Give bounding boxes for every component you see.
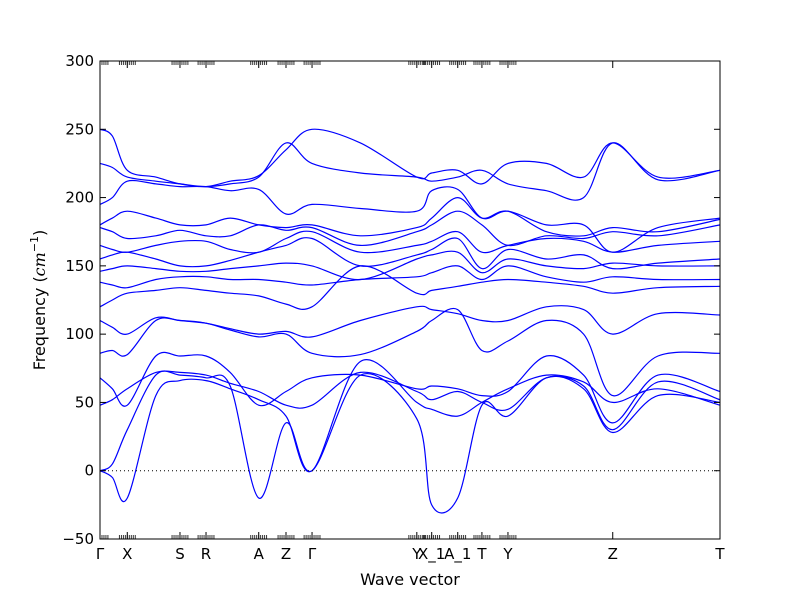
y-axis-title-prefix: Frequency ( [30,276,49,370]
x-tick-label: A_1 [444,545,471,564]
x-tick-label: R [201,545,211,563]
y-tick-label: −50 [62,530,94,548]
y-axis-title-exponent: −1 [28,236,41,252]
band-line-9 [99,250,721,281]
x-tick-label: A [254,545,265,563]
x-tick-label: S [175,545,185,563]
y-tick-label: 100 [65,325,94,343]
x-tick-label: Y [502,545,513,563]
band-lines [99,128,721,514]
band-line-11 [99,230,721,254]
band-line-12 [99,210,721,247]
x-tick-label: T [476,545,487,563]
y-tick-label: 300 [65,52,94,70]
x-tick-label: Γ [308,545,317,563]
x-tick-label: Y [411,545,422,563]
x-tick-label: X_1 [418,545,445,564]
band-line-16 [99,128,721,188]
band-line-13 [99,196,721,237]
y-axis-ticks: −50 0 50 100 150 200 250 300 [62,52,720,548]
band-line-3 [99,370,721,431]
band-line-7 [99,265,721,310]
y-tick-label: 250 [65,120,94,138]
y-axis-title-suffix: ) [30,230,49,236]
y-tick-label: 50 [75,393,94,411]
x-tick-label: Z [281,545,291,563]
band-line-15 [99,142,721,201]
x-axis-ticks: Γ X S R A Z Γ YX_1A_1 T Y Z T [96,61,725,564]
band-line-2 [99,370,721,514]
y-tick-label: 0 [84,462,94,480]
band-line-8 [99,265,721,289]
x-tick-label: T [714,545,725,563]
plot-frame [99,60,721,540]
y-tick-label: 200 [65,189,94,207]
band-line-1 [99,359,721,502]
x-tick-label: X [122,545,132,563]
x-tick-label: Γ [96,545,105,563]
y-axis-title-unit: cm [30,252,49,276]
band-line-14 [99,179,721,253]
band-line-4 [99,351,721,424]
band-line-10 [99,237,721,270]
x-tick-label: Z [608,545,618,563]
x-axis-title: Wave vector [360,570,460,589]
y-tick-label: 150 [65,257,94,275]
band-line-6 [99,305,721,338]
y-axis-title: Frequency (cm−1) [28,230,49,371]
